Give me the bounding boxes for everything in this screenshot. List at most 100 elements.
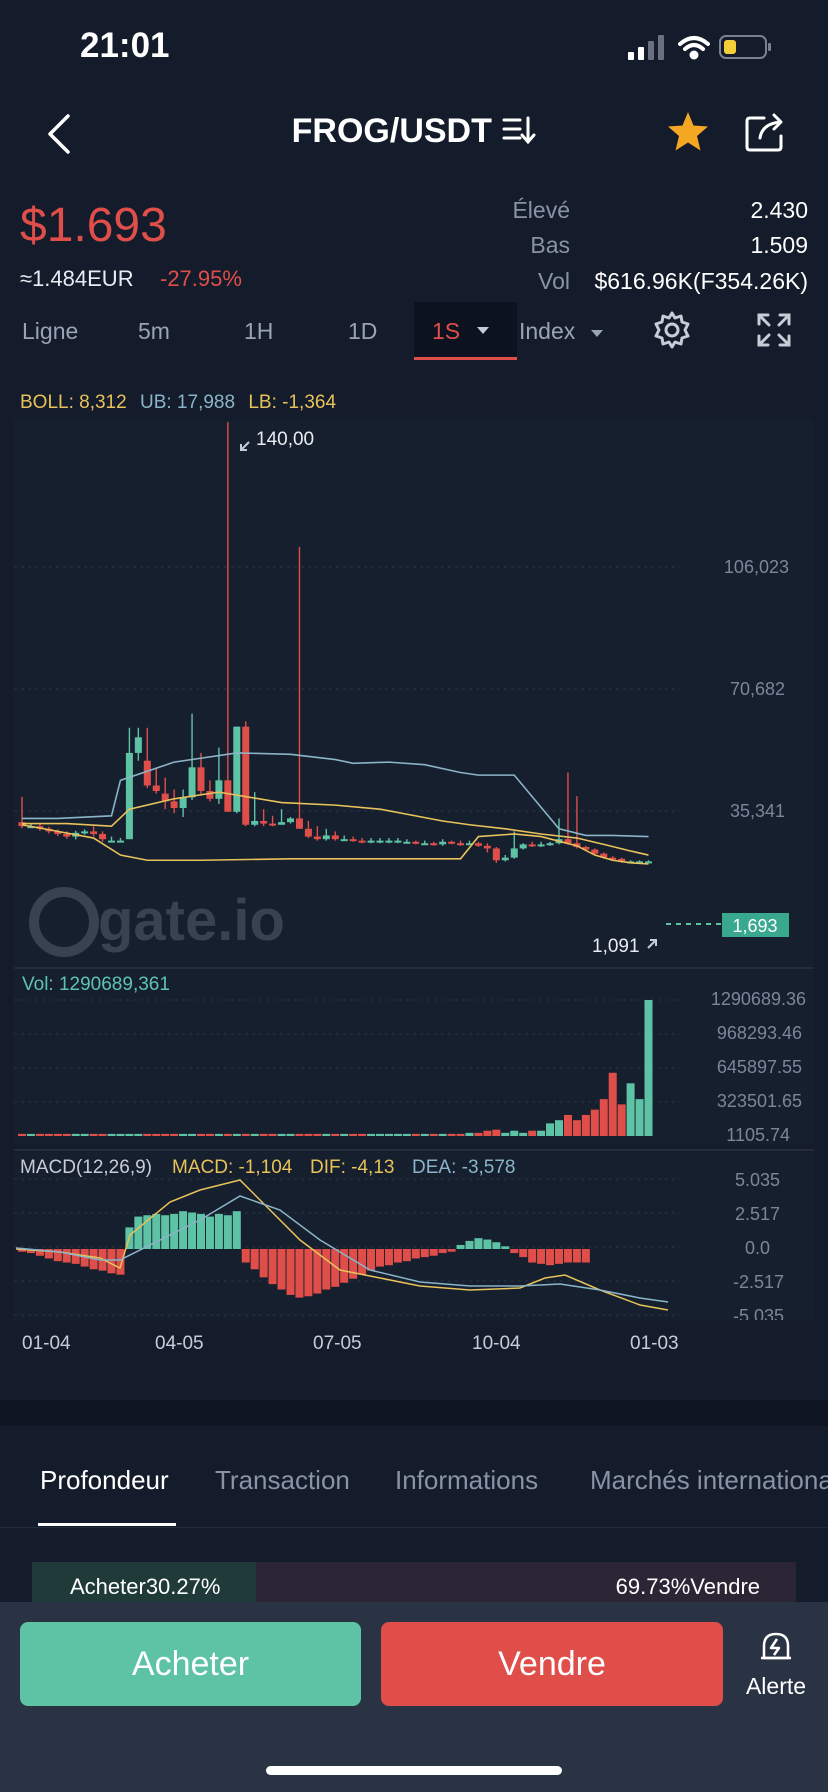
macd-bar: [358, 1249, 367, 1275]
tab-international-markets[interactable]: Marchés internationaux: [590, 1465, 828, 1496]
settings-gear-icon[interactable]: [652, 310, 692, 350]
candle-body: [474, 843, 482, 846]
volume-bar: [456, 1133, 465, 1136]
candle-body: [108, 840, 115, 843]
tab-line[interactable]: Ligne: [22, 318, 79, 344]
volume-bar: [590, 1109, 599, 1136]
volume-bar: [89, 1133, 98, 1136]
candle-body: [501, 857, 509, 861]
depth-buy-ratio: Acheter30.27%: [70, 1574, 221, 1599]
macd-bar: [161, 1215, 170, 1249]
volume-bar: [617, 1104, 626, 1136]
volume-bar: [635, 1099, 644, 1136]
candle-body: [215, 780, 223, 799]
tab-depth[interactable]: Profondeur: [40, 1465, 169, 1495]
volume-bar: [546, 1123, 555, 1136]
volume-bar: [313, 1133, 322, 1136]
macd-bar: [295, 1249, 304, 1298]
candle-body: [322, 835, 330, 840]
low-marker-text: 1,091: [592, 936, 640, 957]
macd-bar: [411, 1249, 420, 1259]
macd-bar: [402, 1249, 411, 1262]
candlestick-chart[interactable]: gate.io 140,00 1,091 1,693 106,023 70,68…: [0, 420, 828, 1320]
alert-label: Alerte: [745, 1673, 807, 1699]
volume-bar: [98, 1133, 107, 1136]
macd-bar: [134, 1216, 143, 1249]
tab-1w[interactable]: 1S: [414, 302, 517, 360]
candle-body: [179, 797, 187, 809]
volume-bar: [134, 1133, 143, 1136]
candle-body: [278, 822, 286, 825]
price-change: -27.95%: [160, 266, 242, 291]
date-label-2: 04-05: [155, 1333, 204, 1354]
share-icon[interactable]: [744, 110, 788, 154]
candle-body: [483, 845, 491, 849]
volume-bar: [214, 1133, 223, 1136]
candle-body: [466, 843, 473, 846]
candle-body: [492, 848, 500, 861]
caret-down-icon: [477, 327, 489, 334]
sort-list-icon: [502, 116, 536, 145]
volume-axis-5: 1105.74: [726, 1125, 790, 1145]
candle-body: [510, 848, 518, 858]
macd-bar: [53, 1249, 62, 1262]
macd-bar: [232, 1211, 241, 1249]
boll-lower-band: [21, 823, 649, 865]
alert-button[interactable]: Alerte: [740, 1628, 812, 1700]
tab-information[interactable]: Informations: [395, 1465, 539, 1495]
macd-bar: [241, 1249, 250, 1263]
volume-bar: [80, 1133, 89, 1136]
candle-body: [367, 840, 375, 843]
buy-button[interactable]: Acheter: [20, 1622, 361, 1706]
favorite-star-icon[interactable]: [666, 110, 710, 154]
volume-bar: [528, 1130, 537, 1136]
macd-bar: [546, 1249, 555, 1266]
candle-body: [591, 849, 599, 854]
tab-depth-underline: [38, 1523, 176, 1526]
tab-transactions[interactable]: Transaction: [215, 1465, 350, 1495]
candle-body: [188, 767, 196, 798]
macd-bar: [152, 1213, 161, 1249]
volume-bar: [474, 1132, 483, 1136]
boll-legend: BOLL: 8,312 UB: 17,988 LB: -1,364: [20, 392, 336, 414]
sell-button[interactable]: Vendre: [381, 1622, 723, 1706]
wifi-icon: [678, 36, 710, 60]
tab-1d[interactable]: 1D: [348, 318, 378, 344]
volume-bar: [18, 1133, 26, 1136]
volume-bar: [286, 1133, 295, 1136]
volume-bar: [35, 1133, 44, 1136]
alarm-bell-icon: [761, 1632, 791, 1660]
tab-1h[interactable]: 1H: [244, 318, 274, 344]
macd-bar: [563, 1249, 572, 1263]
volume-bar: [205, 1133, 214, 1136]
macd-bar: [393, 1249, 402, 1263]
tab-5m[interactable]: 5m: [138, 318, 170, 344]
macd-bar: [107, 1249, 116, 1274]
volume-bar: [259, 1133, 268, 1136]
candle-body: [421, 843, 429, 846]
volume-bar: [519, 1132, 528, 1136]
tab-index-label: Index: [519, 318, 576, 344]
candle-body: [537, 844, 545, 847]
back-icon[interactable]: [44, 112, 74, 156]
volume-legend: Vol: 1290689,361: [22, 974, 170, 995]
volume-bar: [179, 1133, 188, 1136]
fullscreen-icon[interactable]: [756, 312, 792, 348]
tab-international-markets-label: Marchés internationaux: [590, 1465, 828, 1495]
volume-bar: [376, 1133, 384, 1136]
volume-bar: [555, 1120, 563, 1136]
pair-selector[interactable]: FROG/USDT: [0, 112, 828, 151]
pair-title: FROG/USDT: [291, 112, 492, 150]
macd-bar: [179, 1211, 188, 1249]
volume-bar: [152, 1133, 161, 1136]
volume-bar: [411, 1133, 420, 1136]
macd-dea: DEA: -3,578: [412, 1157, 516, 1178]
low-value: 1.509: [750, 232, 808, 258]
depth-buy-fill: [32, 1562, 256, 1606]
volume-bar: [492, 1129, 501, 1136]
macd-bar: [250, 1249, 259, 1270]
candle-body: [385, 840, 393, 843]
candle-body: [645, 861, 652, 864]
macd-dif-line: [15, 1179, 669, 1311]
index-dropdown[interactable]: Index: [519, 318, 604, 345]
